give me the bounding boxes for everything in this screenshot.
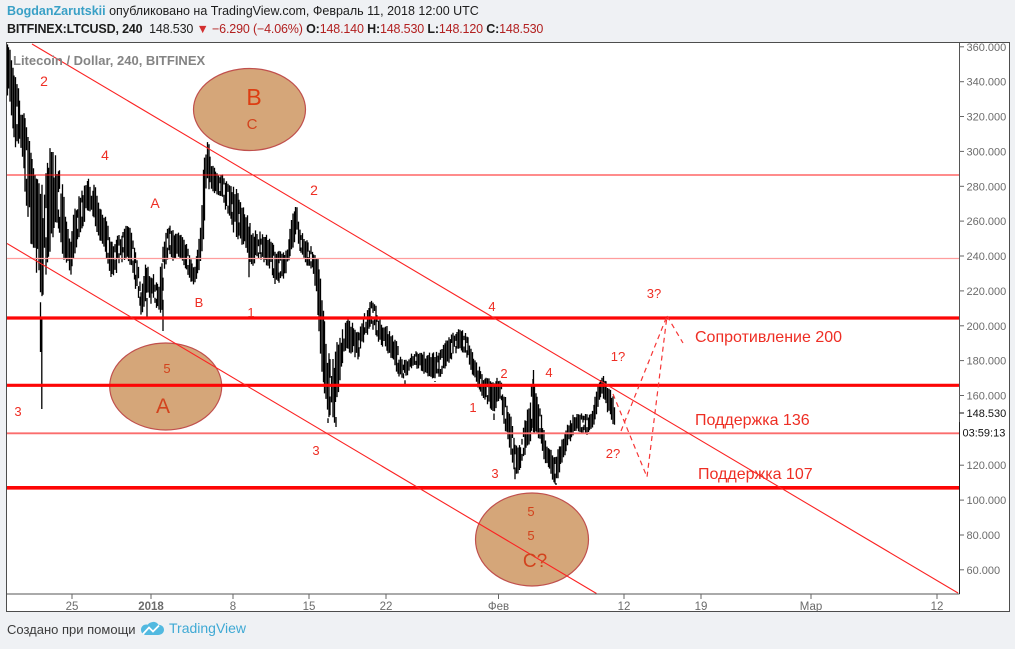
svg-text:8: 8 (230, 601, 236, 611)
svg-text:22: 22 (380, 601, 393, 611)
svg-text:A: A (150, 195, 160, 211)
svg-text:Мар: Мар (800, 601, 823, 611)
svg-text:03:59:13: 03:59:13 (963, 427, 1006, 439)
svg-text:80.000: 80.000 (967, 530, 1001, 542)
svg-text:220.000: 220.000 (967, 286, 1007, 298)
svg-text:12: 12 (931, 601, 944, 611)
svg-text:A: A (156, 395, 170, 418)
svg-text:60.000: 60.000 (967, 565, 1001, 577)
svg-text:5: 5 (527, 504, 534, 519)
svg-text:4: 4 (101, 147, 109, 163)
svg-text:12: 12 (618, 601, 631, 611)
svg-text:260.000: 260.000 (967, 216, 1007, 228)
svg-text:280.000: 280.000 (967, 181, 1007, 193)
svg-text:200.000: 200.000 (967, 321, 1007, 333)
svg-text:5: 5 (527, 528, 534, 543)
svg-text:2018: 2018 (138, 601, 164, 611)
svg-text:3?: 3? (647, 286, 661, 301)
svg-text:180.000: 180.000 (967, 356, 1007, 368)
svg-text:Поддержка 136: Поддержка 136 (695, 412, 810, 429)
svg-text:300.000: 300.000 (967, 146, 1007, 158)
svg-text:Сопротивление 200: Сопротивление 200 (695, 329, 842, 346)
svg-text:C?: C? (523, 551, 547, 572)
svg-text:320.000: 320.000 (967, 112, 1007, 124)
svg-text:240.000: 240.000 (967, 251, 1007, 263)
svg-text:C: C (247, 116, 258, 133)
svg-text:120.000: 120.000 (967, 460, 1007, 472)
svg-text:360.000: 360.000 (967, 43, 1007, 54)
svg-text:3: 3 (312, 443, 319, 458)
svg-text:1: 1 (469, 400, 476, 415)
svg-text:15: 15 (303, 601, 316, 611)
svg-text:19: 19 (695, 601, 708, 611)
svg-text:Фев: Фев (488, 601, 509, 611)
svg-text:4: 4 (488, 299, 495, 314)
svg-text:148.530: 148.530 (967, 408, 1007, 420)
svg-text:4: 4 (545, 365, 552, 380)
svg-text:2?: 2? (606, 446, 620, 461)
svg-text:5: 5 (163, 361, 170, 376)
svg-text:1: 1 (247, 305, 254, 320)
svg-text:Поддержка 107: Поддержка 107 (698, 466, 813, 483)
svg-text:B: B (246, 84, 261, 110)
svg-text:3: 3 (491, 466, 498, 481)
svg-text:2: 2 (40, 73, 48, 89)
svg-text:1?: 1? (611, 349, 625, 364)
svg-text:B: B (195, 295, 204, 310)
svg-text:160.000: 160.000 (967, 391, 1007, 403)
svg-text:2: 2 (500, 366, 507, 381)
svg-text:2: 2 (310, 182, 318, 198)
svg-text:25: 25 (66, 601, 79, 611)
svg-text:100.000: 100.000 (967, 495, 1007, 507)
svg-text:340.000: 340.000 (967, 77, 1007, 89)
svg-text:Litecoin / Dollar, 240, BITFIN: Litecoin / Dollar, 240, BITFINEX (13, 53, 205, 68)
svg-text:3: 3 (14, 404, 21, 419)
